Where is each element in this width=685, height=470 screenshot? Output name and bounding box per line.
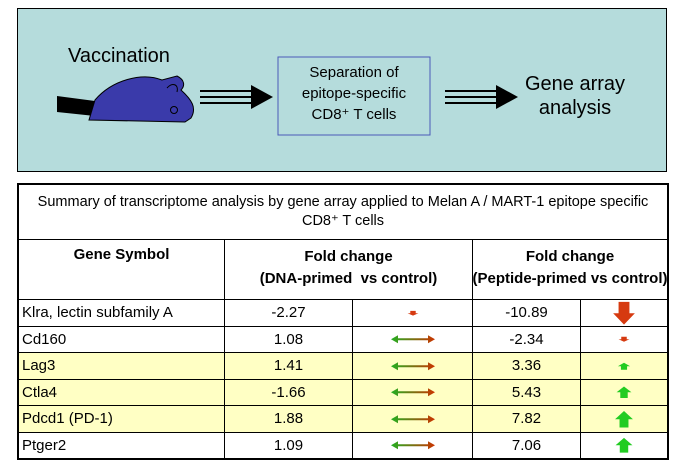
fold-indicator <box>617 362 631 370</box>
gene-symbol: Klra, lectin subfamily A <box>19 299 224 326</box>
fold-indicator <box>613 301 635 325</box>
header-line: (Peptide-primed vs control) <box>472 270 668 287</box>
fold-value: 5.43 <box>472 378 580 405</box>
fold-indicator <box>390 335 435 344</box>
fold-arrow <box>580 405 667 432</box>
fold-value: 7.06 <box>472 431 580 458</box>
fold-arrow <box>580 431 667 458</box>
fold-indicator <box>390 414 435 423</box>
fold-value: 1.41 <box>224 352 352 379</box>
table: Summary of transcriptome analysis by gen… <box>17 183 669 460</box>
fold-arrow <box>580 352 667 379</box>
step-separation: CD8⁺ T cells <box>312 106 397 123</box>
fold-value: 1.08 <box>224 325 352 352</box>
step-analysis: Gene array <box>525 73 625 95</box>
header: Gene Symbol <box>19 239 224 299</box>
header-line: (DNA-primed vs control) <box>259 270 438 287</box>
caption: Summary of transcriptome analysis by gen… <box>37 194 649 229</box>
fold-value: -2.34 <box>472 325 580 352</box>
fold-value: 3.36 <box>472 352 580 379</box>
fold-indicator <box>390 388 435 397</box>
fold-arrow <box>352 325 472 352</box>
fold-arrow <box>352 378 472 405</box>
step-separation: epitope-specific <box>302 85 407 102</box>
gene-symbol: Ctla4 <box>19 378 224 405</box>
step-box <box>277 56 431 136</box>
fold-arrow <box>352 431 472 458</box>
fold-indicator <box>615 410 633 427</box>
fold-arrow <box>352 352 472 379</box>
header-line: Fold change <box>525 248 615 265</box>
fold-value: 1.88 <box>224 405 352 432</box>
fold-value: -2.27 <box>224 299 352 326</box>
fold-value: -1.66 <box>224 378 352 405</box>
header-line: Fold change <box>304 248 393 265</box>
gene-symbol: Ptger2 <box>19 431 224 458</box>
step-analysis: analysis <box>539 97 611 119</box>
fold-value: -10.89 <box>472 299 580 326</box>
fold-arrow <box>352 299 472 326</box>
fold-indicator <box>390 361 435 370</box>
workflow: Vaccination Separation of epitope-specif… <box>17 8 667 172</box>
fold-indicator <box>390 441 435 450</box>
fold-arrow <box>580 299 667 326</box>
header: Fold change (Peptide-primed vs control) <box>472 239 668 299</box>
fold-indicator <box>616 386 632 398</box>
fold-arrow <box>580 378 667 405</box>
fold-indicator <box>615 437 633 453</box>
header: Fold change (DNA-primed vs control) <box>224 239 472 299</box>
mouse <box>57 75 195 123</box>
gene-symbol: Pdcd1 (PD-1) <box>19 405 224 432</box>
fold-arrow <box>352 405 472 432</box>
fold-indicator <box>618 336 630 342</box>
gene-symbol: Lag3 <box>19 352 224 379</box>
step-vaccination: Vaccination <box>68 45 170 67</box>
fold-value: 1.09 <box>224 431 352 458</box>
arrow <box>200 85 518 109</box>
step-separation: Separation of <box>309 64 399 81</box>
fold-value: 7.82 <box>472 405 580 432</box>
gene-symbol: Cd160 <box>19 325 224 352</box>
fold-arrow <box>580 325 667 352</box>
fold-indicator <box>407 310 418 316</box>
